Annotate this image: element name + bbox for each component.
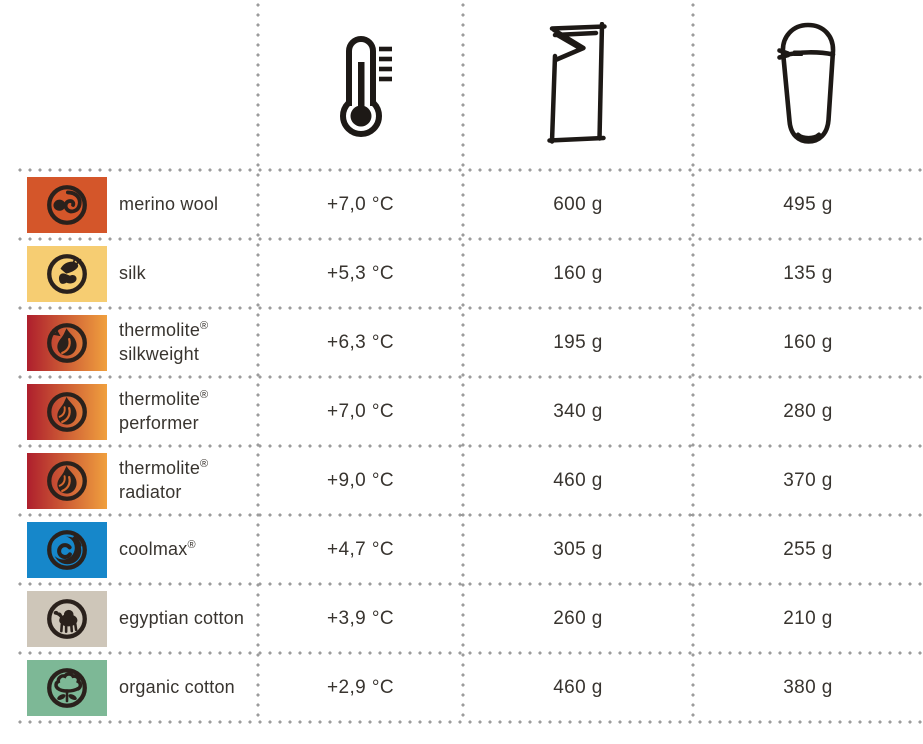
material-swatch: [27, 176, 107, 233]
row-separator: [15, 168, 923, 172]
table-row: silk +5,3 °C 160 g 135 g: [0, 239, 923, 308]
table-row: organic cotton +2,9 °C 460 g 380 g: [0, 653, 923, 722]
header-cell-mummy-liner: [693, 0, 923, 170]
mummy-weight-value: 280 g: [783, 400, 833, 422]
column-separator: [691, 0, 695, 722]
table-row: thermolite® performer +7,0 °C 340 g 280 …: [0, 377, 923, 446]
table-row: egyptian cotton +3,9 °C 260 g 210 g: [0, 584, 923, 653]
mummy-weight-value: 135 g: [783, 262, 833, 284]
material-name: thermolite® performer: [119, 388, 209, 433]
material-swatch: [27, 245, 107, 302]
rectangular-weight-value: 195 g: [553, 331, 603, 353]
rectangular-weight-value: 305 g: [553, 538, 603, 560]
rectangular-weight-value: 260 g: [553, 607, 603, 629]
temperature-value: +5,3 °C: [327, 262, 394, 284]
table-row: thermolite® silkweight +6,3 °C 195 g 160…: [0, 308, 923, 377]
material-name: thermolite® silkweight: [119, 319, 209, 364]
rectangular-weight-value: 460 g: [553, 676, 603, 698]
material-name: silk: [119, 262, 146, 283]
row-separator: [15, 582, 923, 586]
material-swatch: [27, 452, 107, 509]
material-swatch: [27, 521, 107, 578]
material-swatch: [27, 590, 107, 647]
camel-icon: [41, 593, 93, 645]
table-row: merino wool +7,0 °C 600 g 495 g: [0, 170, 923, 239]
table-row: thermolite® radiator +9,0 °C 460 g 370 g: [0, 446, 923, 515]
flame-butterfly-icon: [41, 317, 93, 369]
material-cell: thermolite® silkweight: [0, 308, 258, 377]
flame-icon: [41, 455, 93, 507]
temperature-value: +9,0 °C: [327, 469, 394, 491]
material-swatch: [27, 383, 107, 440]
material-cell: silk: [0, 239, 258, 308]
column-separator: [461, 0, 465, 722]
temperature-value: +7,0 °C: [327, 193, 394, 215]
mummy-weight-value: 255 g: [783, 538, 833, 560]
material-cell: organic cotton: [0, 653, 258, 722]
rectangular-weight-value: 160 g: [553, 262, 603, 284]
material-name: organic cotton: [119, 676, 235, 697]
rectangular-weight-value: 600 g: [553, 193, 603, 215]
cotton-icon: [41, 662, 93, 714]
column-separator: [256, 0, 260, 722]
row-separator: [15, 306, 923, 310]
mummy-weight-value: 370 g: [783, 469, 833, 491]
material-name: coolmax®: [119, 538, 196, 559]
rectangular-liner-icon: [546, 22, 610, 144]
row-separator: [15, 651, 923, 655]
material-swatch: [27, 314, 107, 371]
row-separator: [15, 720, 923, 724]
material-cell: thermolite® performer: [0, 377, 258, 446]
coolmax-icon: [41, 524, 93, 576]
material-name: egyptian cotton: [119, 607, 245, 628]
rectangular-weight-value: 460 g: [553, 469, 603, 491]
table-row: coolmax® +4,7 °C 305 g 255 g: [0, 515, 923, 584]
mummy-liner-icon: [773, 22, 843, 146]
row-separator: [15, 513, 923, 517]
temperature-value: +6,3 °C: [327, 331, 394, 353]
material-cell: egyptian cotton: [0, 584, 258, 653]
material-cell: thermolite® radiator: [0, 446, 258, 515]
temperature-value: +2,9 °C: [327, 676, 394, 698]
material-cell: merino wool: [0, 170, 258, 239]
thermometer-icon: [319, 36, 403, 140]
flame-icon: [41, 386, 93, 438]
header-cell-temperature: [258, 0, 463, 170]
material-swatch: [27, 659, 107, 716]
row-separator: [15, 444, 923, 448]
header-cell-rectangular-liner: [463, 0, 693, 170]
material-name: merino wool: [119, 193, 219, 214]
ram-icon: [41, 179, 93, 231]
mummy-weight-value: 495 g: [783, 193, 833, 215]
material-cell: coolmax®: [0, 515, 258, 584]
row-separator: [15, 237, 923, 241]
rectangular-weight-value: 340 g: [553, 400, 603, 422]
temperature-value: +3,9 °C: [327, 607, 394, 629]
row-separator: [15, 375, 923, 379]
material-name: thermolite® radiator: [119, 457, 209, 502]
mummy-weight-value: 160 g: [783, 331, 833, 353]
temperature-value: +4,7 °C: [327, 538, 394, 560]
temperature-value: +7,0 °C: [327, 400, 394, 422]
mummy-weight-value: 210 g: [783, 607, 833, 629]
butterfly-icon: [41, 248, 93, 300]
header-cell-material: [0, 0, 258, 170]
mummy-weight-value: 380 g: [783, 676, 833, 698]
